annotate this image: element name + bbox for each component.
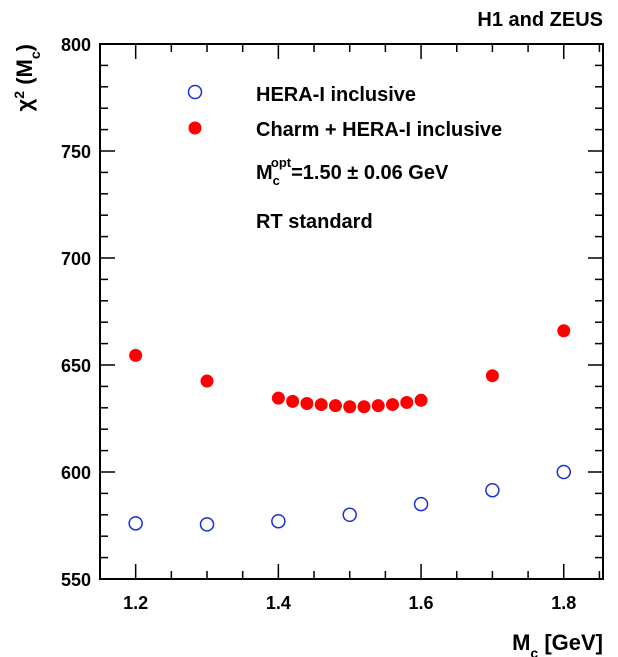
charm-hera-point <box>286 394 300 408</box>
y-tick-label: 700 <box>61 249 91 269</box>
legend-marker-hera-inclusive <box>187 84 203 100</box>
legend-marker-charm-hera <box>188 121 202 135</box>
hera-inclusive-point <box>413 496 429 512</box>
scheme-annotation: RT standard <box>256 211 373 233</box>
y-axis-label-close: ) <box>12 44 37 51</box>
hera-inclusive-point <box>199 517 215 532</box>
charm-hera-point <box>400 395 414 409</box>
y-tick-label: 750 <box>61 142 91 162</box>
charm-hera-point <box>485 369 499 383</box>
mopt-value: =1.50 ± 0.06 GeV <box>291 162 449 184</box>
y-tick-label: 800 <box>61 35 91 55</box>
mopt-symbol: M <box>256 162 273 184</box>
charm-hera-point <box>314 398 328 412</box>
charm-hera-point <box>386 398 400 412</box>
legend: HERA-I inclusive Charm + HERA-I inclusiv… <box>187 84 502 141</box>
charm-hera-point <box>414 393 428 407</box>
charm-hera-point <box>300 397 314 411</box>
charm-hera-point <box>271 391 285 405</box>
y-tick-label: 550 <box>61 570 91 590</box>
x-axis-label-sub: c <box>530 645 538 657</box>
axis-ticks: 1.2 1.4 1.6 1.8 550 600 650 700 750 800 <box>61 35 603 613</box>
x-axis-label: Mc [GeV] <box>512 630 603 657</box>
x-tick-label: 1.4 <box>266 593 291 613</box>
legend-label-charm-hera: Charm + HERA-I inclusive <box>256 119 502 141</box>
x-tick-label: 1.8 <box>551 593 576 613</box>
x-axis-label-symbol: M <box>512 630 530 655</box>
hera-inclusive-point <box>485 482 500 498</box>
y-axis-label-sup: 2 <box>11 91 27 99</box>
y-tick-label: 600 <box>61 463 91 483</box>
charm-hera-point <box>357 400 371 414</box>
charm-hera-point <box>328 399 342 413</box>
x-axis-label-rest: [GeV] <box>538 630 603 655</box>
legend-label-hera-inclusive: HERA-I inclusive <box>256 84 416 106</box>
mopt-sub: c <box>273 173 280 188</box>
charm-hera-point <box>557 324 571 338</box>
mopt-sup: opt <box>271 155 292 170</box>
charm-hera-point <box>343 400 357 414</box>
charm-hera-point <box>200 374 214 388</box>
y-axis-label: χ2 (Mc) <box>11 44 43 111</box>
x-tick-label: 1.2 <box>123 593 148 613</box>
y-axis-label-open: (M <box>12 59 37 91</box>
plot-frame <box>99 43 604 580</box>
x-tick-label: 1.6 <box>409 593 434 613</box>
chart-title: H1 and ZEUS <box>477 9 603 31</box>
y-tick-label: 650 <box>61 356 91 376</box>
y-axis-label-symbol: χ <box>12 98 37 111</box>
hera-inclusive-point <box>556 464 572 480</box>
optimal-mc-annotation: Mc opt=1.50 ± 0.06 GeV <box>256 155 449 188</box>
hera-inclusive-point <box>271 513 286 529</box>
hera-inclusive-point <box>342 507 357 523</box>
charm-hera-point <box>129 348 143 362</box>
charm-hera-point <box>371 399 385 413</box>
hera-inclusive-point <box>128 516 143 531</box>
data-points <box>128 324 572 532</box>
y-axis-label-sub: c <box>27 51 43 59</box>
